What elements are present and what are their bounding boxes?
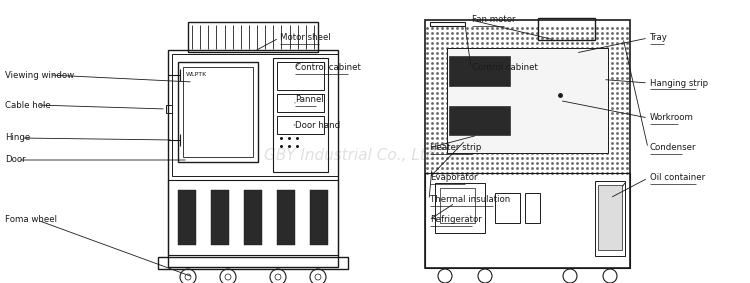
Text: Evaporator: Evaporator [430, 173, 478, 183]
Bar [595, 181, 625, 256]
Bar [435, 183, 485, 233]
Text: Foma wheel: Foma wheel [5, 215, 57, 224]
Bar [178, 190, 196, 245]
Text: Viewing window: Viewing window [5, 70, 74, 80]
Bar [449, 106, 510, 135]
Bar [430, 22, 465, 26]
Text: Motor sheel: Motor sheel [280, 33, 331, 42]
Text: Condenser: Condenser [650, 143, 697, 153]
Text: Hanging strip: Hanging strip [650, 78, 708, 87]
Bar [449, 56, 510, 86]
Text: Cable hole: Cable hole [5, 100, 51, 110]
Bar [178, 62, 258, 162]
Bar [277, 116, 324, 134]
Text: Door: Door [5, 155, 26, 164]
Bar [188, 22, 318, 52]
Text: Heater strip: Heater strip [430, 143, 482, 153]
Bar [172, 54, 338, 176]
Bar [598, 185, 622, 250]
Bar [211, 190, 229, 245]
Text: Refrigerator: Refrigerator [430, 215, 482, 224]
Bar [183, 67, 253, 157]
Text: Pannel: Pannel [295, 95, 324, 104]
Text: Fan motor: Fan motor [472, 16, 515, 25]
Text: Thermal insulation: Thermal insulation [430, 196, 510, 205]
Bar [495, 193, 520, 223]
Bar [158, 257, 348, 269]
Bar [244, 190, 262, 245]
Bar [277, 190, 295, 245]
Bar [525, 193, 540, 223]
Text: Control cabinet: Control cabinet [295, 63, 361, 72]
Text: GBY Industrial Co., Ltd: GBY Industrial Co., Ltd [264, 147, 436, 162]
Text: WLPTK: WLPTK [186, 72, 207, 77]
Bar [277, 94, 324, 112]
Bar [440, 188, 475, 223]
Bar [168, 180, 338, 255]
Text: Control cabinet: Control cabinet [472, 63, 538, 72]
Text: Door hand: Door hand [295, 121, 340, 130]
Bar [425, 173, 630, 268]
Text: Tray: Tray [650, 33, 668, 42]
Bar [425, 20, 630, 268]
Text: Hinge: Hinge [5, 134, 30, 143]
Bar [310, 190, 328, 245]
Text: Workroom: Workroom [650, 113, 694, 123]
Bar [166, 105, 172, 113]
Text: Oil container: Oil container [650, 173, 705, 183]
Bar [538, 18, 596, 40]
Bar [273, 58, 328, 172]
Bar [447, 48, 608, 153]
Bar [277, 62, 324, 90]
Bar [168, 50, 338, 267]
